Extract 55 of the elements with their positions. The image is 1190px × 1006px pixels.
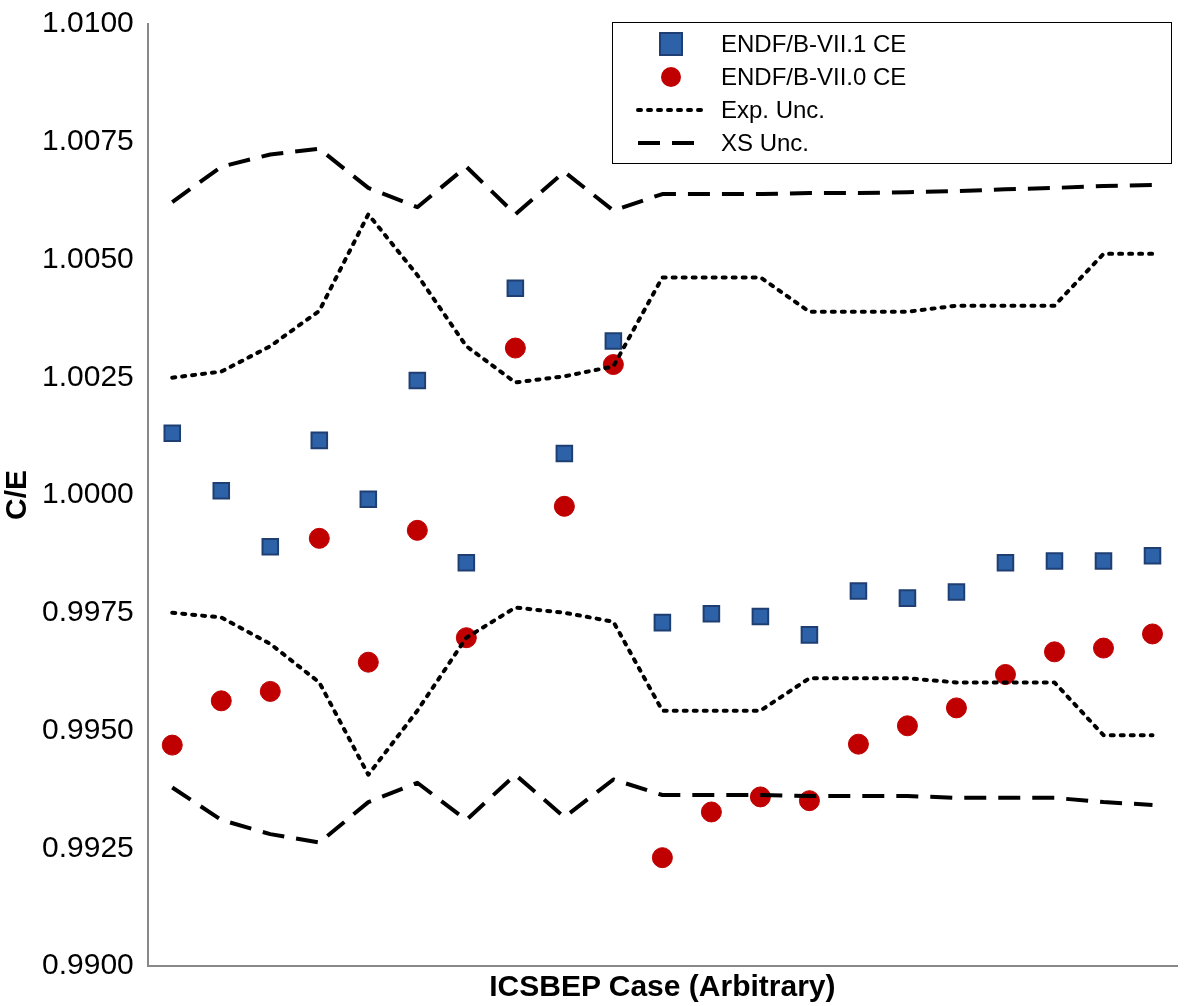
point (161, 734, 183, 756)
y-tick-label: 0.9950 (41, 711, 134, 745)
point (849, 582, 868, 600)
y-tick-label: 0.9925 (41, 829, 134, 863)
point (1094, 552, 1113, 570)
point (1045, 552, 1064, 570)
y-tick-label: 0.9900 (41, 947, 134, 981)
point (212, 481, 231, 500)
point (555, 444, 574, 463)
y-tick-label: 1.0100 (41, 5, 134, 39)
legend-label: Exp. Unc. (721, 95, 826, 124)
point (457, 554, 476, 572)
point (406, 519, 428, 541)
legend-label: ENDF/B-VII.0 CE (721, 62, 907, 91)
point (210, 690, 232, 712)
point (994, 663, 1016, 685)
point (1092, 637, 1114, 659)
point (408, 371, 427, 390)
point (1141, 623, 1163, 645)
point (896, 715, 918, 737)
point (800, 626, 819, 644)
x-axis-title: ICSBEP Case (Arbitrary) (489, 969, 836, 1003)
point (651, 847, 673, 869)
point (996, 554, 1015, 572)
y-tick-label: 1.0000 (41, 476, 134, 510)
point (1043, 641, 1065, 663)
point (898, 589, 917, 607)
point (653, 613, 672, 632)
point (310, 431, 329, 450)
line-series (170, 605, 1155, 777)
point (261, 538, 280, 556)
point (945, 697, 967, 719)
y-tick-label: 1.0075 (41, 123, 134, 157)
point (553, 495, 575, 517)
point (163, 424, 182, 443)
y-axis-title: C/E (0, 469, 33, 521)
point (751, 607, 770, 626)
legend-label: XS Unc. (721, 128, 810, 157)
line-series (170, 212, 1155, 385)
point (1143, 546, 1162, 565)
y-tick-label: 0.9975 (41, 594, 134, 628)
point (604, 332, 623, 350)
point (947, 583, 966, 601)
point (357, 651, 379, 673)
point (504, 337, 526, 359)
point (308, 527, 330, 549)
point (702, 604, 721, 623)
y-tick-label: 1.0050 (41, 240, 134, 274)
point (700, 801, 722, 823)
legend-label: ENDF/B-VII.1 CE (721, 29, 907, 58)
point (506, 279, 525, 298)
point (259, 680, 281, 702)
point (847, 733, 869, 755)
y-tick-label: 1.0025 (41, 358, 134, 392)
point (359, 490, 378, 509)
